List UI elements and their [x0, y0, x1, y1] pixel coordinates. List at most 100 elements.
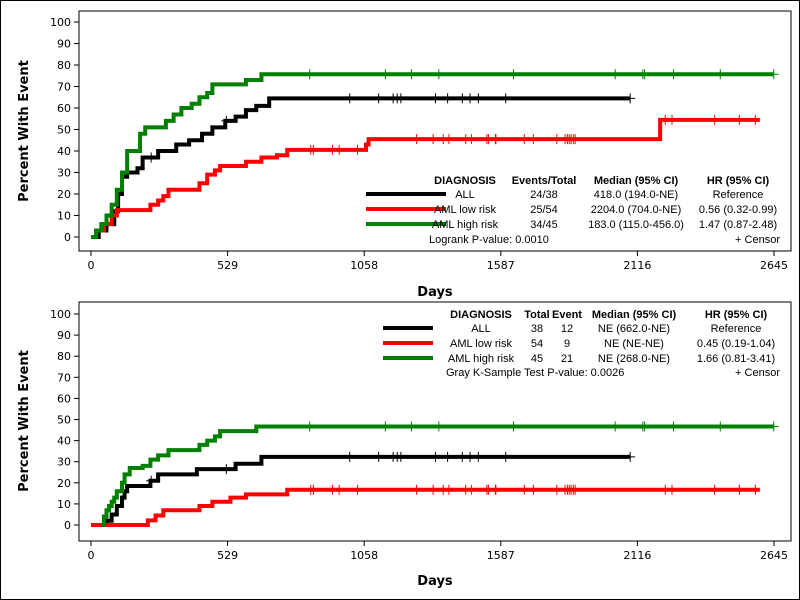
legend-cell: 24/38 — [530, 189, 558, 201]
x-tick-label: 2645 — [760, 259, 788, 272]
legend-header: Median (95% CI) — [592, 309, 677, 321]
censor-mark-all — [221, 464, 232, 475]
censor-mark-all — [500, 451, 511, 462]
censor-mark-aml-low-risk — [443, 134, 454, 145]
censor-mark-aml-high-risk — [639, 69, 650, 80]
x-axis-label: Days — [417, 285, 453, 300]
censor-mark-aml-low-risk — [667, 114, 678, 125]
censor-mark-aml-high-risk — [380, 421, 391, 432]
y-tick-label: 70 — [57, 81, 71, 94]
legend-header: Median (95% CI) — [594, 175, 679, 187]
censor-mark-aml-low-risk — [490, 134, 501, 145]
censor-mark-aml-low-risk — [334, 144, 345, 155]
censor-mark-all — [221, 115, 232, 126]
legend-cell: 0.45 (0.19-1.04) — [697, 338, 775, 350]
legend-cell: 1.47 (0.87-2.48) — [699, 219, 777, 231]
legend-p-value: Gray K-Sample Test P-value: 0.0026 — [446, 367, 624, 379]
legend-cell: 1.66 (0.81-3.41) — [697, 353, 775, 365]
censor-mark-aml-low-risk — [334, 484, 345, 495]
censor-mark-aml-low-risk — [528, 484, 539, 495]
censor-mark-aml-low-risk — [490, 484, 501, 495]
y-tick-label: 100 — [50, 308, 71, 321]
censor-mark-aml-high-risk — [610, 69, 621, 80]
y-tick-label: 20 — [57, 477, 71, 490]
censor-mark-aml-low-risk — [428, 484, 439, 495]
legend-cell: 38 — [531, 323, 543, 335]
legend-header: HR (95% CI) — [707, 175, 770, 187]
legend-censor: + Censor — [735, 234, 780, 246]
censor-mark-aml-low-risk — [466, 134, 477, 145]
censor-mark-all — [395, 451, 406, 462]
legend-censor: + Censor — [735, 367, 780, 379]
legend-header: HR (95% CI) — [705, 309, 768, 321]
censor-mark-aml-high-risk — [715, 69, 726, 80]
legend-cell: ALL — [455, 189, 475, 201]
panel-cumulative-incidence-logrank: Days Percent With Event 0 529 1058 1587 2116… — [17, 10, 792, 300]
legend-cell: Reference — [711, 323, 762, 335]
y-tick-label: 90 — [57, 38, 71, 51]
censor-mark-aml-high-risk — [668, 69, 679, 80]
censor-mark-aml-high-risk — [433, 421, 444, 432]
y-tick-label: 40 — [57, 145, 71, 158]
censor-mark-aml-low-risk — [667, 484, 678, 495]
legend-cell: NE (268.0-NE) — [598, 353, 670, 365]
censor-mark-aml-high-risk — [768, 421, 779, 432]
legend-cell: 183.0 (115.0-456.0) — [588, 219, 684, 231]
legend-cell: AML high risk — [432, 219, 499, 231]
censor-mark-aml-low-risk — [750, 484, 761, 495]
legend-header: DIAGNOSIS — [434, 175, 496, 187]
censor-mark-aml-low-risk — [734, 114, 745, 125]
censor-mark-all — [344, 451, 355, 462]
y-tick-label: 10 — [57, 210, 71, 223]
plot-frame — [78, 301, 792, 542]
x-tick-label: 2116 — [623, 259, 651, 272]
legend-cell: 9 — [564, 338, 570, 350]
censor-mark-aml-low-risk — [411, 134, 422, 145]
legend-cell: 12 — [561, 323, 573, 335]
censor-mark-aml-low-risk — [466, 484, 477, 495]
y-tick-label: 0 — [64, 519, 71, 532]
censor-mark-aml-low-risk — [352, 144, 363, 155]
y-tick-label: 30 — [57, 167, 71, 180]
legend-cell: 45 — [531, 353, 543, 365]
legend-cell: 25/54 — [530, 204, 558, 216]
legend-header: Events/Total — [512, 175, 577, 187]
censor-mark-aml-low-risk — [519, 134, 530, 145]
y-tick-label: 50 — [57, 414, 71, 427]
y-tick-label: 0 — [64, 231, 71, 244]
censor-mark-aml-high-risk — [433, 69, 444, 80]
x-tick-label: 0 — [88, 259, 95, 272]
y-tick-label: 50 — [57, 124, 71, 137]
legend-cell: Reference — [713, 189, 764, 201]
legend-header: Event — [552, 309, 582, 321]
censor-mark-all — [473, 451, 484, 462]
series-line-aml-low-risk — [91, 117, 760, 239]
censor-mark-aml-high-risk — [304, 421, 315, 432]
censor-mark-aml-low-risk — [750, 114, 761, 125]
censor-mark-aml-low-risk — [570, 134, 581, 145]
censor-mark-all — [430, 93, 441, 104]
y-tick-label: 100 — [50, 16, 71, 29]
censor-mark-aml-low-risk — [734, 484, 745, 495]
censor-mark-all — [344, 93, 355, 104]
x-tick-label: 1587 — [487, 259, 515, 272]
censor-mark-aml-low-risk — [528, 134, 539, 145]
censor-mark-all — [473, 93, 484, 104]
censor-mark-aml-low-risk — [352, 484, 363, 495]
censor-mark-aml-high-risk — [508, 69, 519, 80]
series-line-aml-low-risk — [91, 487, 760, 527]
x-tick-label: 1058 — [350, 549, 378, 562]
censor-mark-aml-high-risk — [508, 421, 519, 432]
legend-cell: 34/45 — [530, 219, 558, 231]
censor-mark-aml-low-risk — [308, 484, 319, 495]
y-tick-label: 80 — [57, 59, 71, 72]
y-tick-label: 20 — [57, 188, 71, 201]
legend-cell: AML low risk — [450, 338, 512, 350]
censor-mark-aml-high-risk — [715, 421, 726, 432]
censor-mark-aml-high-risk — [406, 421, 417, 432]
x-tick-label: 1058 — [350, 259, 378, 272]
legend-cell: AML high risk — [448, 353, 515, 365]
censor-mark-aml-high-risk — [406, 69, 417, 80]
censor-mark-all — [430, 451, 441, 462]
